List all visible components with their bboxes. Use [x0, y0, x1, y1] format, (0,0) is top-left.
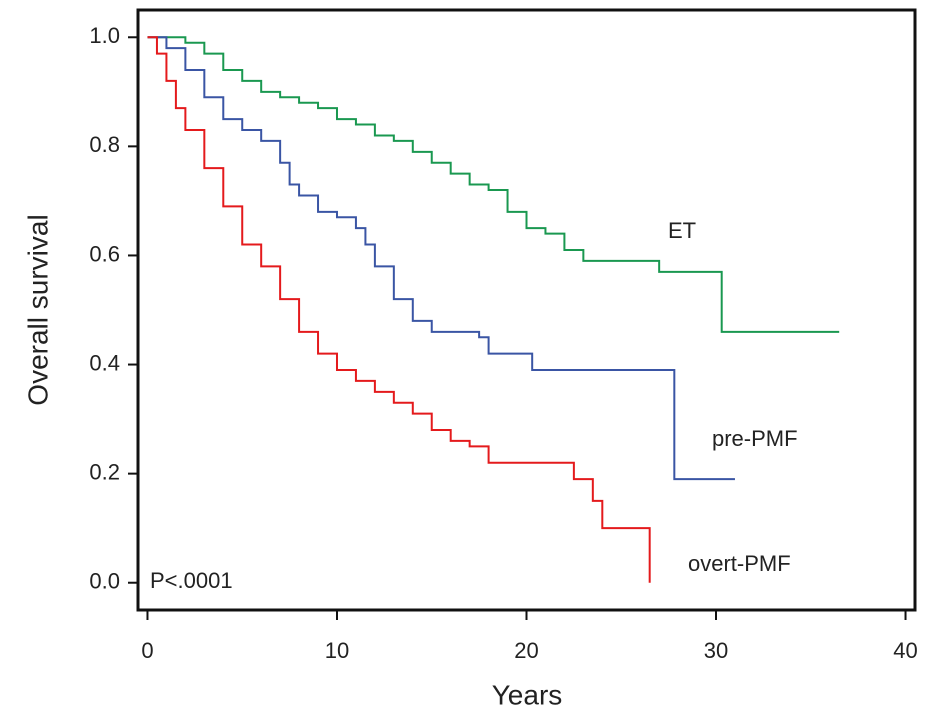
y-tick-label: 0.4 [89, 350, 120, 375]
y-tick-label: 0.6 [89, 241, 120, 266]
plot-frame [136, 8, 917, 612]
y-tick-label: 0.0 [89, 569, 120, 594]
annotation: P<.0001 [150, 568, 233, 593]
y-tick-label: 0.2 [89, 459, 120, 484]
x-tick-label: 0 [141, 638, 153, 663]
series-label: ET [668, 218, 696, 243]
x-tick-label: 40 [893, 638, 917, 663]
x-tick-label: 10 [325, 638, 349, 663]
x-tick-label: 20 [514, 638, 538, 663]
x-axis-label: Years [492, 679, 563, 710]
series-label: pre-PMF [712, 426, 798, 451]
survival-curve [147, 36, 840, 333]
y-tick-label: 1.0 [89, 23, 120, 48]
series-label: overt-PMF [688, 551, 791, 576]
y-tick-label: 0.8 [89, 132, 120, 157]
survival-curve [147, 36, 735, 481]
y-axis-label: Overall survival [22, 214, 53, 405]
x-tick-label: 30 [704, 638, 728, 663]
survival-curve [147, 36, 651, 583]
